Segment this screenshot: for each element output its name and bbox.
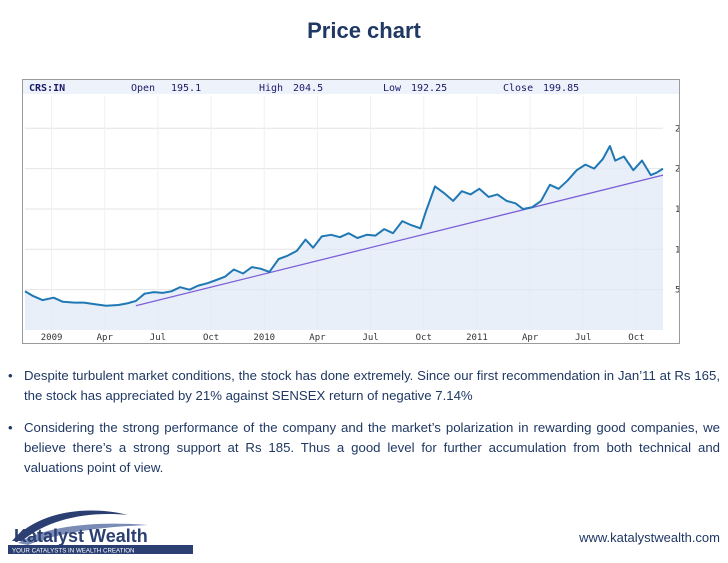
- y-tick-label: 250: [675, 124, 679, 134]
- y-tick-label: 50: [675, 286, 679, 296]
- x-tick-label: Jul: [575, 333, 591, 343]
- logo-swoosh-icon: [12, 510, 128, 541]
- logo-tagline-bar: [8, 545, 193, 554]
- x-tick-label: 2009: [41, 333, 63, 343]
- katalyst-wealth-logo: Katalyst Wealth YOUR CATALYSTS IN WEALTH…: [8, 510, 193, 555]
- price-area-fill: [25, 146, 663, 330]
- x-tick-label: Jul: [362, 333, 378, 343]
- x-tick-label: 2010: [253, 333, 275, 343]
- website-url: www.katalystwealth.com: [579, 530, 720, 545]
- price-line: [24, 145, 664, 307]
- axis-ticks: 50 100 150 200 250 2009 Apr Jul Oct 2010 Apr Jul Oct…: [41, 124, 679, 343]
- bullet-item-2: Considering the strong performance of th…: [8, 418, 720, 478]
- close-label: Close: [503, 83, 533, 94]
- high-value: 204.5: [293, 83, 323, 94]
- bullet-list: Despite turbulent market conditions, the…: [8, 366, 720, 490]
- close-value: 199.85: [543, 83, 579, 94]
- price-chart: CRS:IN Open 195.1 High 204.5 Low 192.25 …: [22, 79, 680, 344]
- low-value: 192.25: [411, 83, 447, 94]
- logo-name: Katalyst Wealth: [14, 526, 148, 546]
- trend-line: [135, 174, 664, 307]
- logo-tagline: YOUR CATALYSTS IN WEALTH CREATION: [12, 548, 135, 555]
- x-tick-label: Apr: [97, 333, 114, 343]
- x-tick-label: Apr: [309, 333, 326, 343]
- y-tick-label: 150: [675, 205, 679, 215]
- x-tick-label: Oct: [628, 333, 644, 343]
- open-value: 195.1: [171, 83, 201, 94]
- low-label: Low: [383, 83, 402, 94]
- y-tick-label: 200: [675, 165, 679, 175]
- ticker-symbol: CRS:IN: [29, 83, 65, 94]
- x-tick-label: Jul: [150, 333, 166, 343]
- logo-swoosh-light-icon: [18, 523, 148, 545]
- quote-bar: [23, 80, 679, 94]
- slide-title: Price chart: [307, 18, 421, 43]
- price-chart-svg: CRS:IN Open 195.1 High 204.5 Low 192.25 …: [23, 80, 679, 343]
- y-tick-label: 100: [675, 245, 679, 255]
- high-label: High: [259, 83, 283, 94]
- open-label: Open: [131, 83, 155, 94]
- x-tick-label: 2011: [466, 333, 488, 343]
- x-tick-label: Apr: [522, 333, 539, 343]
- x-tick-label: Oct: [416, 333, 432, 343]
- x-tick-label: Oct: [203, 333, 219, 343]
- bullet-item-1: Despite turbulent market conditions, the…: [8, 366, 720, 406]
